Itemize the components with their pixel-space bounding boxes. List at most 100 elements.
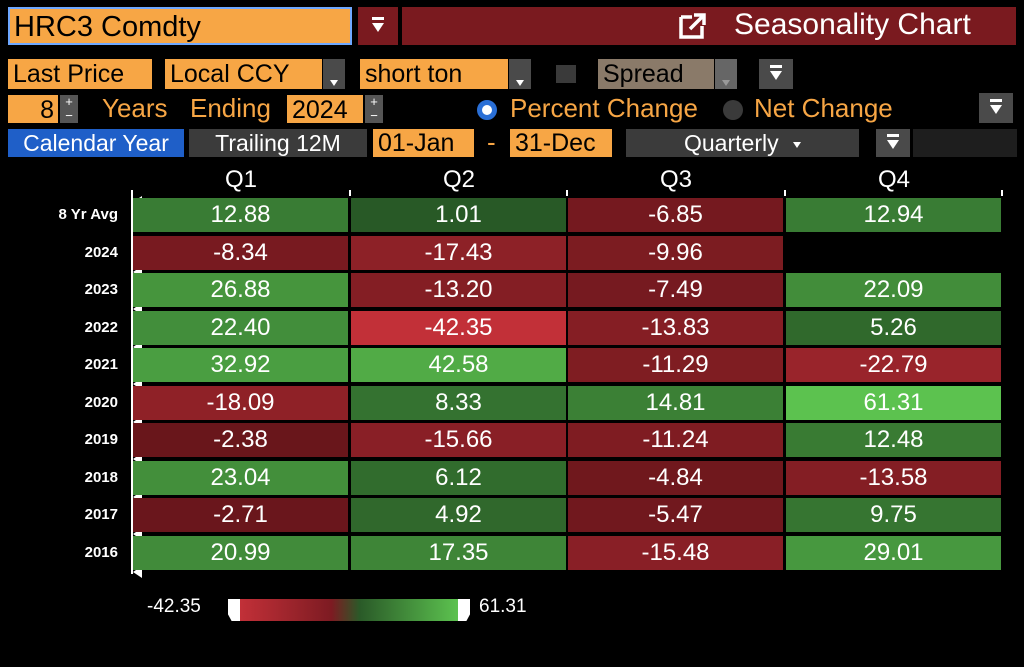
years-stepper[interactable]: + − [60, 95, 78, 123]
currency-label: Local CCY [170, 60, 290, 88]
heatmap-cell[interactable]: -15.48 [568, 535, 783, 570]
window-title: Seasonality Chart [734, 8, 971, 41]
heatmap-cell[interactable]: 1.01 [351, 198, 566, 232]
ending-label: Ending [190, 93, 271, 123]
years-label: Years [102, 93, 168, 123]
unit-label: short ton [365, 60, 463, 88]
heatmap-cell[interactable]: 12.94 [786, 198, 1001, 232]
column-header-q2: Q2 [442, 166, 475, 193]
heatmap-cell[interactable]: 22.09 [786, 273, 1001, 307]
heatmap-cell[interactable]: -7.49 [568, 273, 783, 307]
heatmap-cell[interactable]: 22.40 [133, 310, 348, 345]
heatmap-cell[interactable]: 61.31 [786, 385, 1001, 420]
end-date-value: 31-Dec [515, 129, 596, 157]
heatmap-cell[interactable]: -8.34 [133, 235, 348, 270]
heatmap-cell[interactable]: -11.29 [568, 348, 783, 382]
spread-checkbox[interactable] [556, 65, 576, 83]
heatmap-cell[interactable]: 6.12 [351, 460, 566, 495]
title-bar: Seasonality Chart [402, 7, 1016, 45]
row-label: 2022 [84, 318, 118, 336]
ticker-text: HRC3 Comdty [14, 11, 201, 43]
column-divider [349, 190, 351, 196]
period-select[interactable]: Quarterly [626, 129, 859, 157]
heatmap-cell[interactable]: 4.92 [351, 498, 566, 532]
row-tick [123, 490, 142, 503]
heatmap-cell[interactable]: -9.96 [568, 235, 783, 270]
period-options-button[interactable] [876, 129, 910, 157]
heatmap-cell[interactable]: 17.35 [351, 535, 566, 570]
heatmap-cell[interactable]: 32.92 [133, 348, 348, 382]
heatmap-cell[interactable]: 12.48 [786, 423, 1001, 457]
scale-min-handle[interactable] [228, 599, 240, 621]
heatmap-cell[interactable]: -13.20 [351, 273, 566, 307]
net-change-label: Net Change [754, 93, 893, 123]
column-divider [1001, 190, 1003, 196]
heatmap-cell[interactable]: 12.88 [133, 198, 348, 232]
heatmap-cell[interactable]: 20.99 [133, 535, 348, 570]
heatmap-cell[interactable]: -13.58 [786, 460, 1001, 495]
heatmap-cell[interactable]: -11.24 [568, 423, 783, 457]
heatmap-cell[interactable]: -4.84 [568, 460, 783, 495]
row-axis-line [131, 196, 133, 574]
net-change-radio[interactable] [723, 100, 743, 120]
start-date-value: 01-Jan [378, 129, 455, 157]
heatmap-cell[interactable]: 8.33 [351, 385, 566, 420]
ticker-input[interactable]: HRC3 Comdty [8, 7, 352, 45]
tab-trailing-12m[interactable]: Trailing 12M [189, 129, 367, 157]
scale-max-label: 61.31 [479, 596, 527, 617]
heatmap-cell[interactable]: -42.35 [351, 310, 566, 345]
heatmap-cell[interactable]: -6.85 [568, 198, 783, 232]
chart-options-button[interactable] [979, 93, 1013, 123]
start-date-input[interactable]: 01-Jan [373, 129, 474, 157]
end-date-input[interactable]: 31-Dec [510, 129, 612, 157]
tab-calendar-year[interactable]: Calendar Year [8, 129, 184, 157]
percent-change-radio[interactable] [477, 100, 497, 120]
heatmap-cell[interactable]: -18.09 [133, 385, 348, 420]
ending-year-input[interactable]: 2024 [287, 95, 363, 123]
export-icon[interactable] [678, 12, 708, 40]
column-header-q1: Q1 [224, 166, 257, 193]
heatmap-cell[interactable]: -17.43 [351, 235, 566, 270]
unit-dropdown-arrow[interactable] [509, 59, 531, 89]
heatmap-cell[interactable]: 29.01 [786, 535, 1001, 570]
column-divider [566, 190, 568, 196]
row-tick [123, 415, 142, 428]
heatmap-cell[interactable]: -2.38 [133, 423, 348, 457]
ticker-menu-button[interactable] [358, 7, 398, 45]
heatmap-cell[interactable]: 23.04 [133, 460, 348, 495]
price-field-label: Last Price [13, 60, 125, 88]
unit-select[interactable]: short ton [360, 59, 508, 89]
ending-year-value: 2024 [292, 96, 348, 123]
years-value: 8 [40, 96, 54, 123]
column-header-q4: Q4 [877, 166, 910, 193]
spread-dropdown-arrow[interactable] [715, 59, 737, 89]
heatmap-cell[interactable]: -5.47 [568, 498, 783, 532]
heatmap-cell[interactable]: 42.58 [351, 348, 566, 382]
row-tick [123, 453, 142, 465]
spread-options-button[interactable] [759, 59, 793, 89]
row-label: 2018 [84, 468, 118, 486]
row-label: 2024 [84, 243, 118, 261]
price-field-select[interactable]: Last Price [8, 59, 152, 89]
heatmap-cell[interactable]: -2.71 [133, 498, 348, 532]
spread-select[interactable]: Spread [598, 59, 714, 89]
heatmap-cell[interactable]: 26.88 [133, 273, 348, 307]
column-divider [784, 190, 786, 196]
currency-select[interactable]: Local CCY [165, 59, 322, 89]
scale-max-handle[interactable] [458, 599, 470, 621]
ending-year-stepper[interactable]: + − [365, 95, 383, 123]
row-label: 2017 [84, 506, 118, 523]
currency-dropdown-arrow[interactable] [323, 59, 345, 89]
percent-change-label: Percent Change [510, 93, 698, 123]
heatmap-cell[interactable]: -15.66 [351, 423, 566, 457]
spread-label: Spread [603, 60, 684, 88]
heatmap-cell[interactable]: 14.81 [568, 385, 783, 420]
heatmap-cell[interactable]: 9.75 [786, 498, 1001, 532]
heatmap-cell[interactable]: -22.79 [786, 348, 1001, 382]
row-tick [123, 378, 142, 390]
heatmap-cell[interactable]: 5.26 [786, 310, 1001, 345]
heatmap-cell[interactable]: -13.83 [568, 310, 783, 345]
years-input[interactable]: 8 [8, 95, 58, 123]
row-tick [123, 340, 142, 353]
row-label: 2020 [84, 393, 118, 411]
